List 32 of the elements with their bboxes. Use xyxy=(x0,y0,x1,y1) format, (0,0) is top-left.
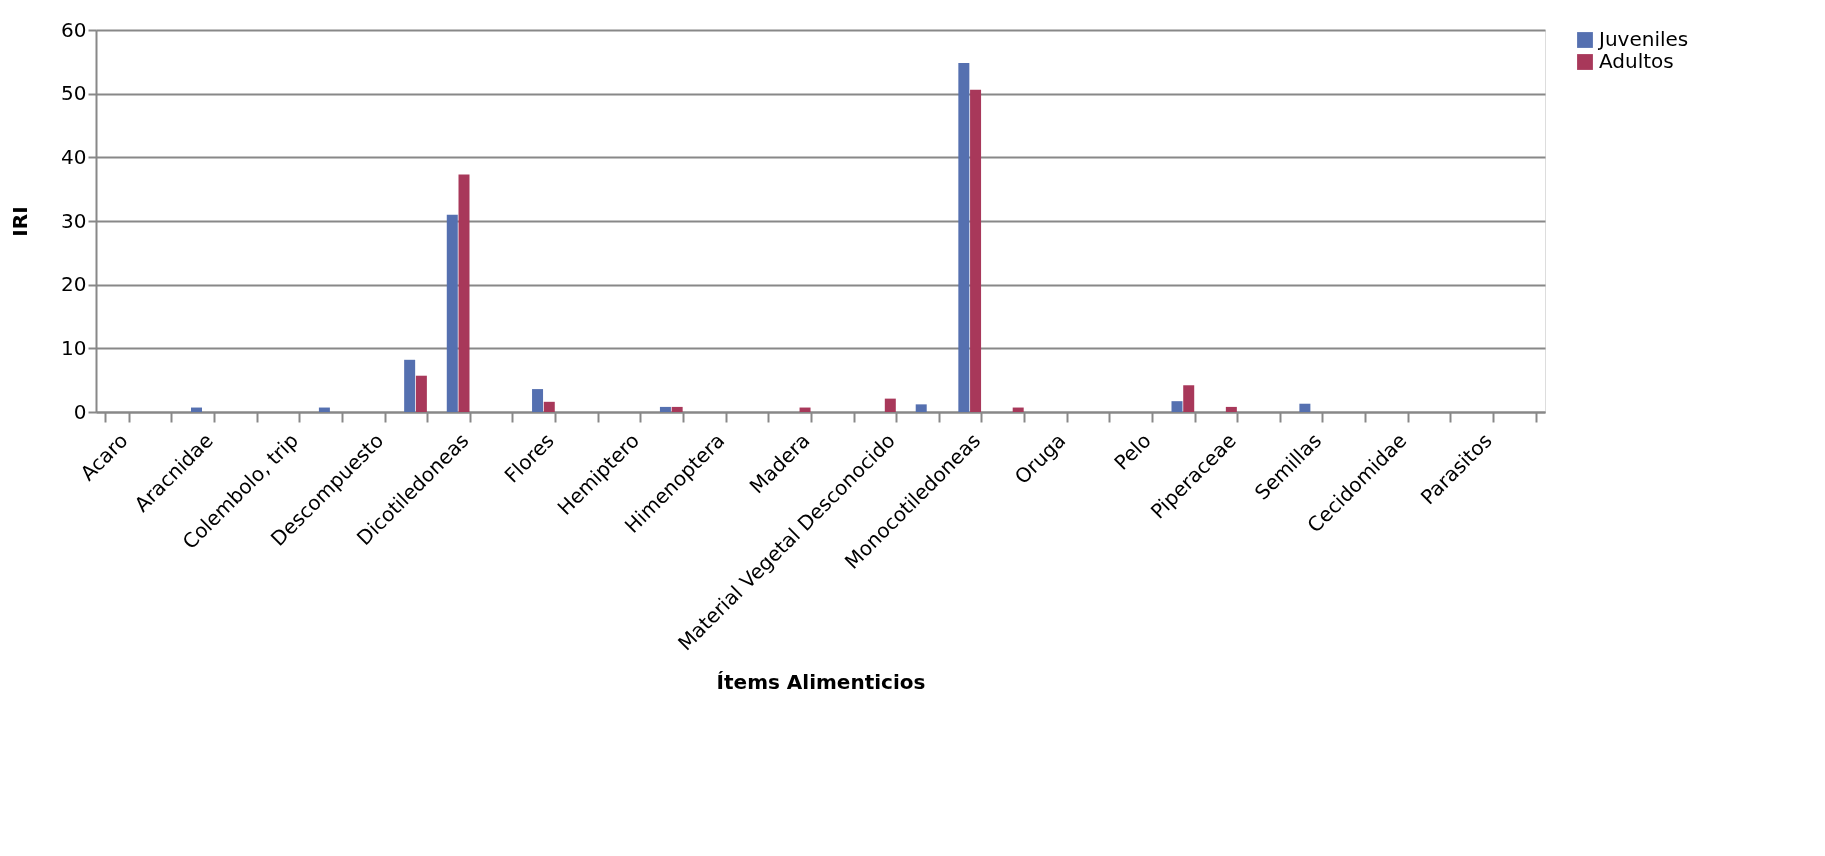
bar xyxy=(1225,406,1237,412)
y-tick-label: 30 xyxy=(61,208,87,233)
y-tick-label: 0 xyxy=(73,399,87,424)
y-tick-label: 50 xyxy=(61,81,87,106)
y-tick-label: 40 xyxy=(61,144,87,169)
bar xyxy=(458,174,470,412)
bar xyxy=(671,406,683,412)
bar xyxy=(799,407,811,412)
bar xyxy=(958,63,970,412)
bar xyxy=(970,89,982,412)
bar xyxy=(543,401,555,412)
bar xyxy=(1012,407,1024,412)
legend-label: Adultos xyxy=(1599,49,1674,73)
bar xyxy=(404,359,416,412)
bar xyxy=(318,407,330,412)
bar xyxy=(1171,401,1183,412)
x-tick-label: Pelo xyxy=(1109,428,1156,475)
bar xyxy=(915,404,927,412)
bar xyxy=(191,407,202,412)
x-axis-title: Ítems Alimenticios xyxy=(716,669,926,694)
y-tick-label: 20 xyxy=(61,272,87,297)
bar xyxy=(884,398,896,412)
y-tick-label: 60 xyxy=(61,17,87,42)
bar xyxy=(415,375,427,412)
y-axis-title: IRI xyxy=(8,206,33,237)
bar xyxy=(659,406,671,412)
legend-label: Juveniles xyxy=(1597,27,1689,51)
y-tick-label: 10 xyxy=(61,335,87,360)
bar xyxy=(1299,403,1311,412)
bar xyxy=(1183,385,1195,412)
bar xyxy=(446,214,458,412)
bar xyxy=(532,389,544,412)
